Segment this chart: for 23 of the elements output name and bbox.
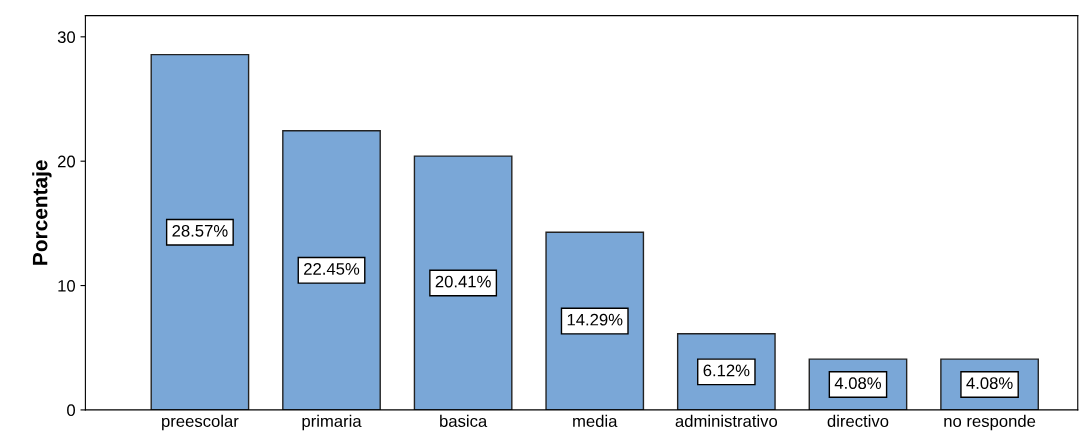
bar xyxy=(150,53,250,410)
x-tick-label: preescolar xyxy=(162,414,239,431)
y-axis-title: Porcentaje xyxy=(32,160,52,265)
x-tick-label: no responde xyxy=(944,414,1036,431)
y-tick-label: 20 xyxy=(57,155,76,168)
x-tick-label: media xyxy=(573,414,618,428)
data-label: 20.41% xyxy=(435,275,491,288)
data-label: 14.29% xyxy=(567,313,623,326)
data-label: 6.12% xyxy=(703,364,750,377)
bar xyxy=(413,155,513,410)
bar xyxy=(545,231,645,410)
data-label: 4.08% xyxy=(834,377,881,390)
y-tick-label: 10 xyxy=(58,279,76,292)
x-tick-label: directivo xyxy=(827,414,889,428)
y-tick-label: 30 xyxy=(57,31,76,44)
data-label: 22.45% xyxy=(304,262,360,275)
bar xyxy=(282,130,381,410)
y-tick-label: 0 xyxy=(67,404,76,417)
x-tick-label: primaria xyxy=(302,414,362,431)
data-label: 28.57% xyxy=(172,224,228,237)
x-tick-label: administrativo xyxy=(675,414,778,428)
data-label: 4.08% xyxy=(966,377,1013,390)
x-tick-label: basica xyxy=(440,414,488,428)
